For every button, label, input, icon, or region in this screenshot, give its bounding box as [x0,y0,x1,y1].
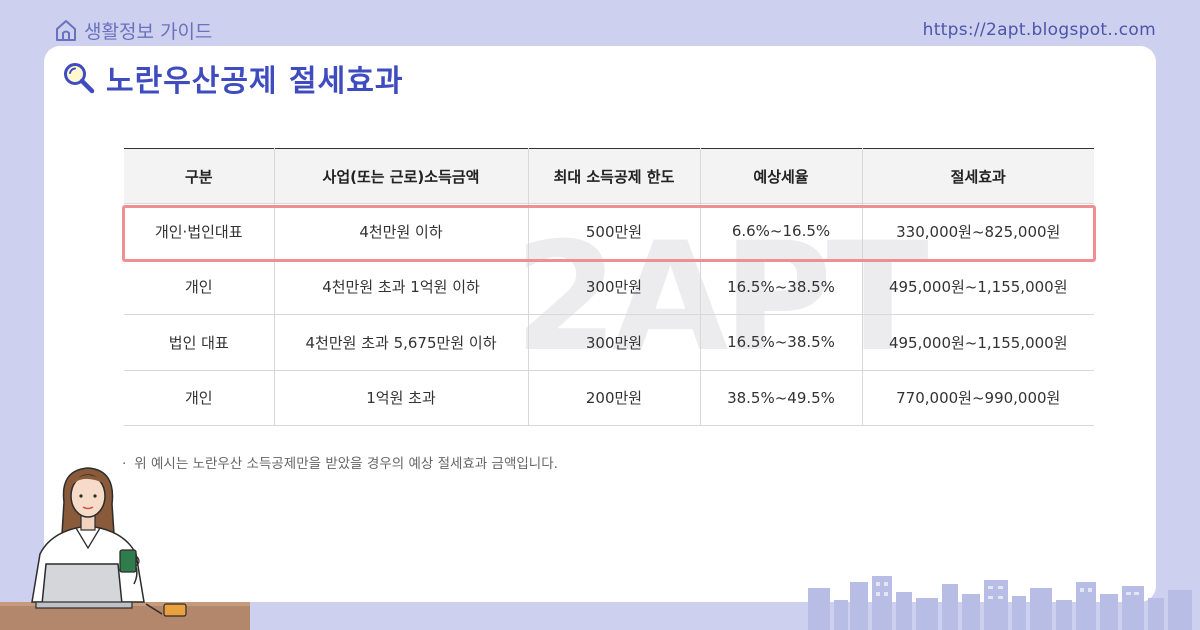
footnote: · 위 예시는 노란우산 소득공제만을 받았을 경우의 예상 절세효과 금액입니다… [122,452,558,472]
table-cell: 16.5%~38.5% [700,259,863,315]
table-cell: 300만원 [528,314,701,371]
table-cell: 개인·법인대표 [124,203,275,260]
table-row: 개인 4천만원 초과 1억원 이하 300만원 16.5%~38.5% 495,… [124,259,1094,315]
table-cell: 1억원 초과 [274,370,529,426]
table-cell: 4천만원 이하 [274,203,529,260]
table-cell: 개인 [124,259,275,315]
table-cell: 16.5%~38.5% [700,314,863,371]
table-header-row: 구분 사업(또는 근로)소득금액 최대 소득공제 한도 예상세율 절세효과 [124,148,1094,204]
table-cell: 38.5%~49.5% [700,370,863,426]
table-cell: 330,000원~825,000원 [862,203,1094,260]
table-cell: 500만원 [528,203,701,260]
tax-saving-table: 구분 사업(또는 근로)소득금액 최대 소득공제 한도 예상세율 절세효과 개인… [124,148,1094,426]
table-cell: 법인 대표 [124,314,275,371]
column-header: 예상세율 [700,148,863,204]
table-cell: 495,000원~1,155,000원 [862,259,1094,315]
table-cell: 4천만원 초과 5,675만원 이하 [274,314,529,371]
table-cell: 개인 [124,370,275,426]
footnote-text: 위 예시는 노란우산 소득공제만을 받았을 경우의 예상 절세효과 금액입니다. [134,456,558,472]
table-row: 개인 1억원 초과 200만원 38.5%~49.5% 770,000원~990… [124,370,1094,426]
city-skyline-illustration [808,576,1192,630]
table-cell: 770,000원~990,000원 [862,370,1094,426]
footnote-bullet: · [122,456,127,472]
table-cell: 200만원 [528,370,701,426]
column-header: 구분 [124,148,275,204]
house-outline-icon [56,20,76,41]
table-cell: 6.6%~16.5% [700,203,863,260]
table-cell: 495,000원~1,155,000원 [862,314,1094,371]
table-row: 법인 대표 4천만원 초과 5,675만원 이하 300만원 16.5%~38.… [124,314,1094,371]
table-cell: 300만원 [528,259,701,315]
magnifier-icon [64,63,95,94]
column-header: 최대 소득공제 한도 [528,148,701,204]
column-header: 사업(또는 근로)소득금액 [274,148,529,204]
site-url[interactable]: https://2apt.blogspot..com [922,20,1156,40]
brand[interactable]: 생활정보 가이드 [54,16,212,44]
page-title-text: 노란우산공제 절세효과 [106,64,404,99]
table-cell: 4천만원 초과 1억원 이하 [274,259,529,315]
table-row: 개인·법인대표 4천만원 이하 500만원 6.6%~16.5% 330,000… [124,203,1094,260]
column-header: 절세효과 [862,148,1094,204]
page-title: 노란우산공제 절세효과 [62,58,404,99]
woman-with-laptop-illustration [0,467,250,630]
top-bar: 생활정보 가이드 https://2apt.blogspot..com [0,0,1200,44]
brand-label: 생활정보 가이드 [84,20,213,43]
